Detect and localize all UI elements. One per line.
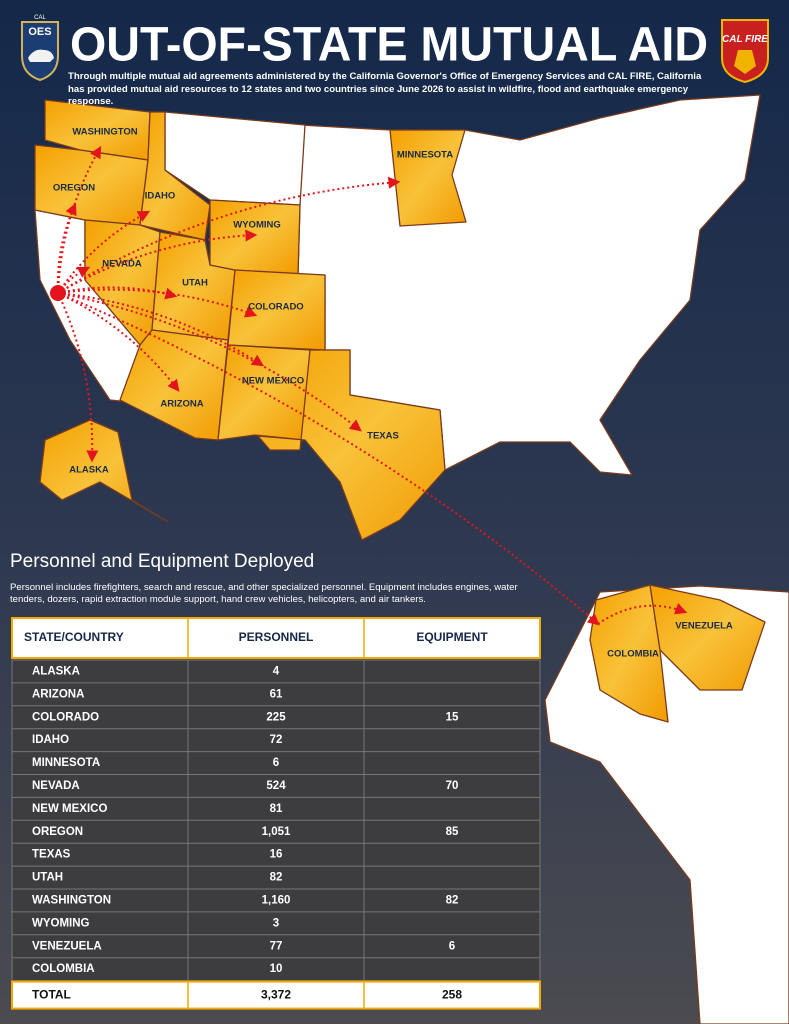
table-cell: ARIZONA: [32, 688, 84, 700]
table-cell: NEVADA: [32, 780, 80, 792]
arrow: [56, 202, 77, 294]
logo-text: OES: [28, 26, 51, 38]
table-total: 3,372: [261, 987, 291, 1001]
table-header: PERSONNEL: [239, 630, 314, 644]
table-cell: 4: [273, 665, 280, 677]
table-cell: WYOMING: [32, 917, 90, 929]
map-label: IDAHO: [145, 191, 176, 202]
logo-text: CAL: [34, 15, 46, 21]
table-cell: 1,051: [262, 826, 291, 838]
map-label: WYOMING: [233, 220, 281, 231]
logo-bear: [28, 49, 54, 62]
map-label: UTAH: [182, 278, 208, 289]
oes-logo: CAL OES: [21, 15, 59, 82]
map-labels: WASHINGTON OREGON IDAHO NEVADA UTAH WYOMING MI…: [53, 127, 733, 660]
table-total-bg: [11, 980, 541, 1010]
subtitle: Through multiple mutual aid agreements a…: [68, 71, 702, 107]
map-label: COLORADO: [248, 302, 303, 313]
table-cell: 82: [446, 894, 459, 906]
table-cell: 6: [273, 757, 279, 769]
table-cell: 3: [273, 917, 279, 929]
table-cell: COLOMBIA: [32, 963, 95, 975]
arrow: [597, 602, 688, 625]
table-cell: 225: [266, 711, 286, 723]
table-cell: UTAH: [32, 872, 63, 884]
california-origin: [50, 285, 66, 301]
arrow: [57, 292, 600, 626]
table-cell: 6: [449, 940, 455, 952]
table-cell: 61: [270, 688, 283, 700]
state-shape: [389, 129, 467, 227]
table-cell: 524: [266, 780, 286, 792]
map-label: ALASKA: [69, 465, 109, 476]
table-cell: WASHINGTON: [32, 894, 111, 906]
arrow: [57, 292, 362, 432]
arrow: [57, 288, 258, 318]
table-cell: TEXAS: [32, 849, 71, 861]
table-cell: NEW MEXICO: [32, 803, 107, 815]
aid-arrows: [56, 145, 688, 626]
table-cell: IDAHO: [32, 734, 69, 746]
calfire-logo: CAL FIRE: [721, 19, 769, 84]
section-description: Personnel includes firefighters, search …: [10, 582, 518, 605]
table-cell: COLORADO: [32, 711, 99, 723]
arrow: [57, 176, 401, 294]
table-cell: VENEZUELA: [32, 940, 102, 952]
table-header: EQUIPMENT: [416, 630, 488, 644]
table-cell: ALASKA: [32, 665, 80, 677]
map-label: COLOMBIA: [607, 649, 659, 660]
table-cell: MINNESOTA: [32, 757, 100, 769]
table-cell: 72: [270, 734, 283, 746]
state-shape: [39, 419, 169, 523]
table: STATE/COUNTRY PERSONNEL EQUIPMENT ALASKA 4 AR…: [11, 617, 541, 1010]
logo-text: CAL FIRE: [722, 34, 768, 45]
map-label: OREGON: [53, 183, 95, 194]
table-cell: 85: [446, 826, 459, 838]
table-header: STATE/COUNTRY: [24, 630, 124, 644]
logo-flame: [734, 50, 756, 74]
arrow: [57, 286, 178, 300]
table-cell: OREGON: [32, 826, 83, 838]
title: OUT-OF-STATE MUTUAL AID: [70, 19, 708, 72]
table-cell: 10: [270, 963, 283, 975]
table-cell: 16: [270, 849, 283, 861]
arrow: [57, 210, 151, 294]
us-map: [34, 94, 761, 541]
table-cell: 1,160: [262, 894, 291, 906]
map-label: NEW MEXICO: [242, 376, 304, 387]
arrow: [57, 292, 265, 367]
map-label: VENEZUELA: [675, 621, 733, 632]
table-cell: 70: [446, 780, 459, 792]
table-total: TOTAL: [32, 987, 71, 1001]
table-cell: 15: [446, 711, 459, 723]
table-header-bg: [11, 617, 541, 659]
arrow: [57, 229, 258, 294]
table-cell: 82: [270, 872, 283, 884]
table-cell: 77: [270, 940, 283, 952]
table-total: 258: [442, 987, 462, 1001]
state-shape: [217, 344, 311, 441]
map-label: TEXAS: [367, 431, 399, 442]
map-label: NEVADA: [102, 259, 142, 270]
map-label: WASHINGTON: [72, 127, 137, 138]
arrow: [57, 266, 91, 294]
table-cell: 81: [270, 803, 283, 815]
arrow: [57, 292, 99, 463]
section-title: Personnel and Equipment Deployed: [10, 551, 315, 572]
map-label: MINNESOTA: [397, 150, 453, 161]
map-label: ARIZONA: [160, 399, 203, 410]
